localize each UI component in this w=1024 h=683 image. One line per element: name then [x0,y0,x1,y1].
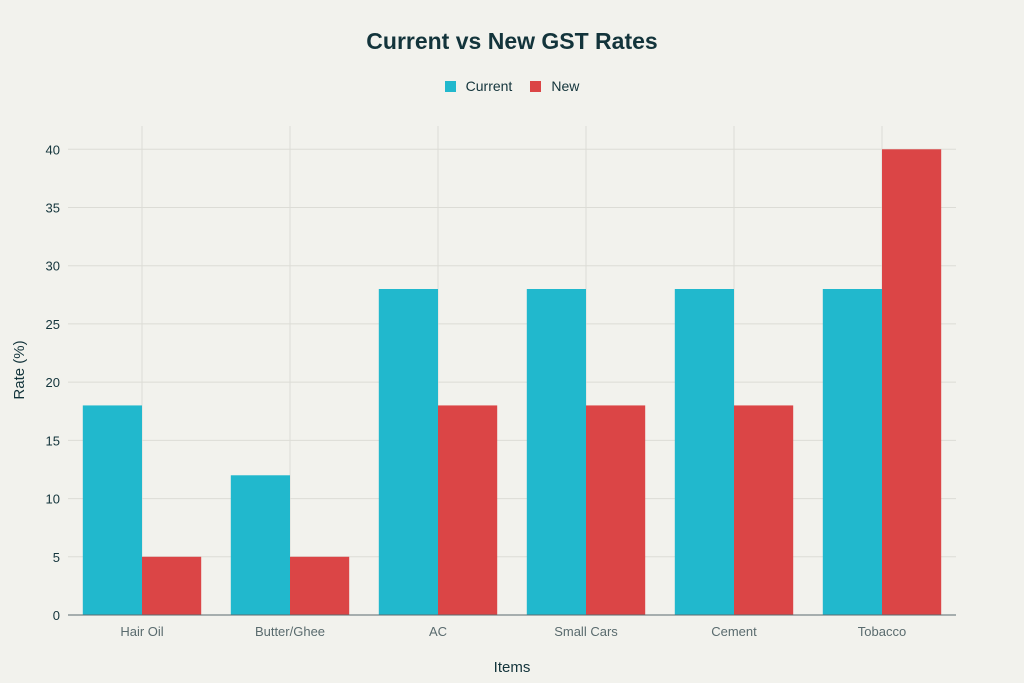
bar-current-small-cars [526,289,586,615]
x-tick-label: AC [429,624,447,639]
bar-current-ac [378,289,438,615]
legend-swatch-new [530,80,542,92]
legend-item-new[interactable]: New [530,78,579,94]
x-tick-label: Tobacco [858,624,906,639]
bar-new-tobacco [882,149,942,616]
bar-current-cement [674,289,734,615]
axis-layer: 0 5 10 15 20 25 30 35 40 Hair Oil Butter/Ghee AC Sma… [46,142,956,639]
y-tick-label: 10 [46,492,60,507]
y-axis-title: Rate (%) [11,340,28,399]
bar-new-butter-ghee [290,556,350,615]
bar-current-tobacco [822,289,882,615]
x-axis-title: Items [494,659,531,676]
y-tick-label: 30 [46,259,60,274]
y-tick-label: 0 [53,608,60,623]
x-tick-label: Small Cars [554,624,618,639]
x-tick-label: Cement [711,624,757,639]
x-tick-label: Hair Oil [120,624,163,639]
y-tick-label: 5 [53,550,60,565]
y-tick-label: 35 [46,201,60,216]
bar-new-hair-oil [142,556,202,615]
chart-title: Current vs New GST Rates [366,28,658,54]
bar-new-ac [438,405,498,615]
legend-label-current: Current [465,78,513,94]
legend-item-current[interactable]: Current [444,78,513,94]
y-tick-label: 40 [46,142,60,157]
y-tick-label: 25 [46,317,60,332]
y-tick-label: 15 [46,433,60,448]
bar-current-butter-ghee [230,475,290,615]
legend-label-new: New [551,78,580,94]
bar-new-small-cars [586,405,646,615]
bar-new-cement [734,405,794,615]
legend: Current New [0,78,1024,94]
bars-layer [82,149,942,616]
bar-current-hair-oil [82,405,142,615]
legend-swatch-current [444,80,456,92]
y-tick-label: 20 [46,375,60,390]
x-tick-label: Butter/Ghee [255,624,325,639]
